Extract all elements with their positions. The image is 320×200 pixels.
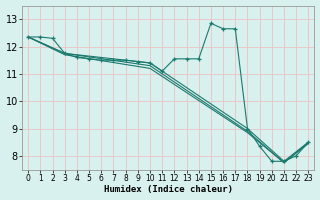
X-axis label: Humidex (Indice chaleur): Humidex (Indice chaleur)	[104, 185, 233, 194]
